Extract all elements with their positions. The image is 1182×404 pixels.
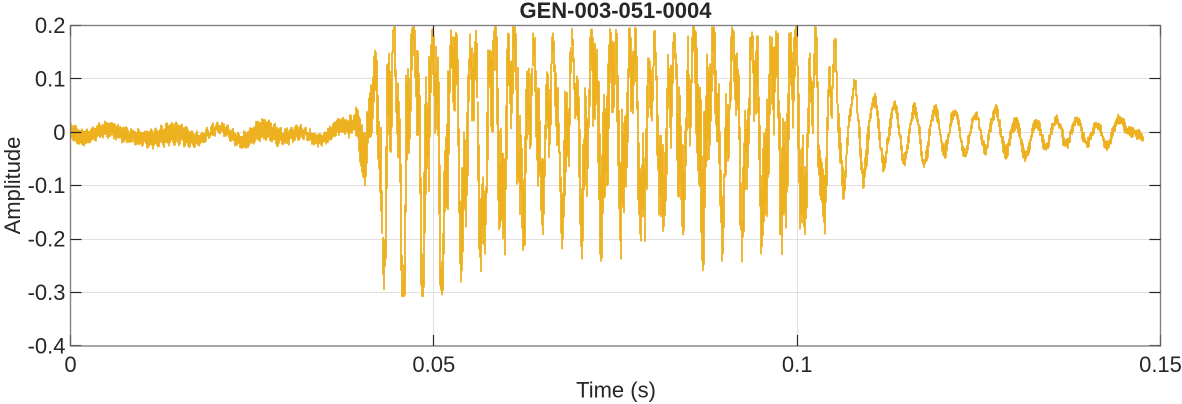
svg-text:-0.2: -0.2 [28, 227, 66, 252]
svg-text:0.15: 0.15 [1139, 352, 1182, 377]
svg-text:0.05: 0.05 [412, 352, 455, 377]
svg-text:0.1: 0.1 [35, 66, 66, 91]
svg-text:0.1: 0.1 [782, 352, 813, 377]
svg-text:Time (s): Time (s) [576, 378, 656, 403]
svg-text:0: 0 [64, 352, 76, 377]
svg-text:GEN-003-051-0004: GEN-003-051-0004 [519, 0, 712, 23]
svg-text:Amplitude: Amplitude [0, 137, 25, 235]
svg-text:-0.4: -0.4 [28, 333, 66, 358]
svg-text:0: 0 [53, 120, 65, 145]
svg-text:-0.1: -0.1 [28, 173, 66, 198]
svg-text:-0.3: -0.3 [28, 280, 66, 305]
svg-text:0.2: 0.2 [35, 13, 66, 38]
